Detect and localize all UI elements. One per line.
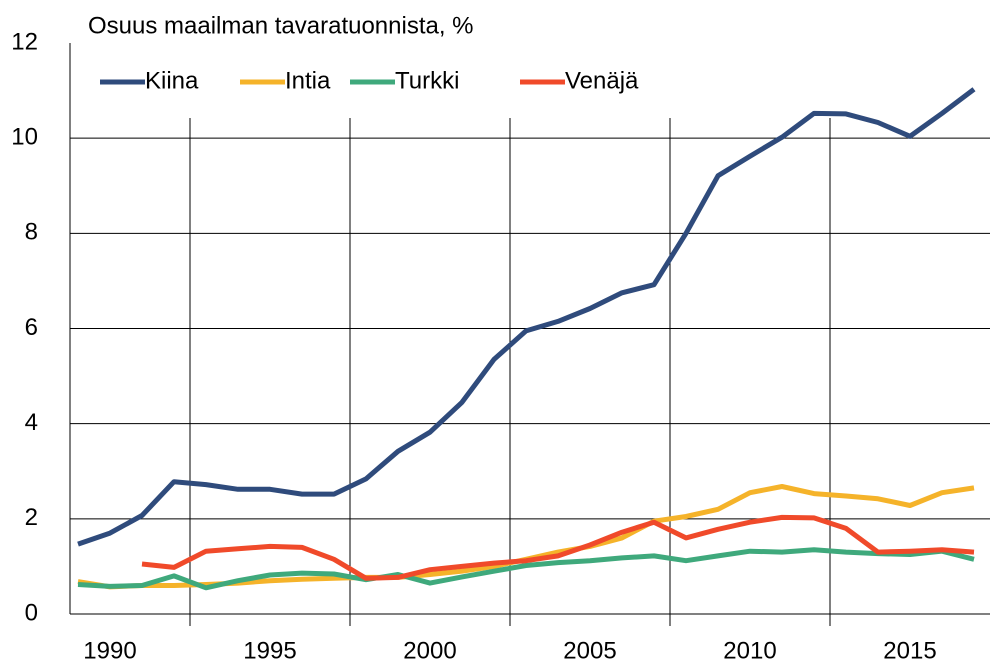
x-tick-label: 1990: [83, 637, 136, 664]
legend-label: Intia: [285, 67, 331, 94]
series-line: [77, 547, 975, 591]
y-tick-label: 2: [25, 504, 38, 531]
legend-label: Turkki: [395, 67, 459, 94]
x-tick-label: 2005: [563, 637, 616, 664]
series-line: [77, 87, 976, 547]
legend-label: Kiina: [145, 67, 199, 94]
x-tick-label: 2015: [883, 637, 936, 664]
x-tick-label: 2000: [403, 637, 456, 664]
x-tick-label: 2010: [723, 637, 776, 664]
y-tick-label: 4: [25, 409, 38, 436]
series-line: [141, 514, 975, 581]
y-tick-label: 10: [11, 124, 38, 151]
y-tick-label: 8: [25, 219, 38, 246]
y-tick-label: 0: [25, 599, 38, 626]
series-line: [77, 484, 975, 590]
legend-label: Venäjä: [565, 67, 639, 94]
chart-title: Osuus maailman tavaratuonnista, %: [88, 12, 474, 39]
y-tick-label: 6: [25, 314, 38, 341]
y-tick-label: 12: [11, 28, 38, 55]
x-tick-label: 1995: [243, 637, 296, 664]
